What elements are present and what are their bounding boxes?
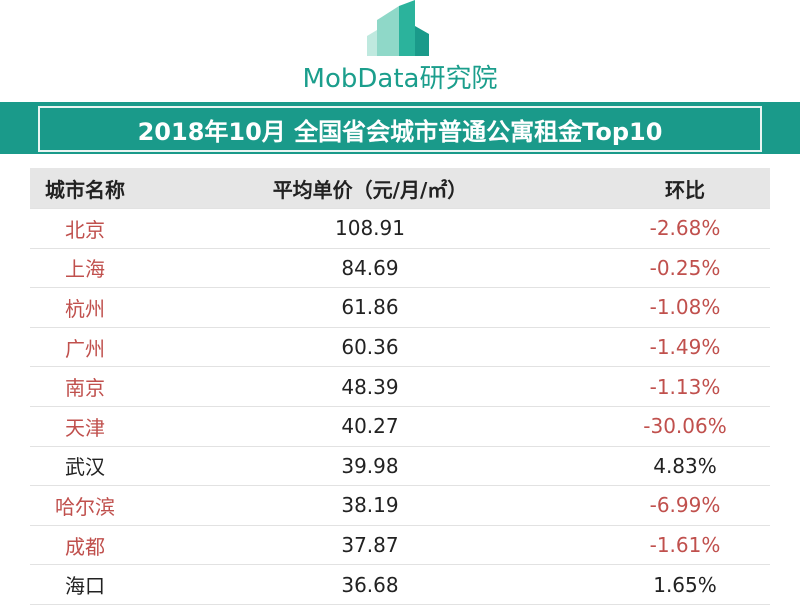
column-header: 平均单价（元/月/㎡）: [272, 177, 468, 202]
city-cell: 广州: [65, 336, 105, 361]
table-row: 北京 108.91 -2.68%: [30, 209, 770, 249]
change-cell: -2.68%: [649, 216, 721, 241]
city-cell: 哈尔滨: [55, 494, 115, 519]
table-row: 哈尔滨 38.19 -6.99%: [30, 486, 770, 526]
city-cell: 杭州: [65, 296, 105, 321]
change-cell: -1.61%: [649, 533, 721, 558]
city-cell: 南京: [65, 376, 105, 401]
price-cell: 48.39: [341, 374, 399, 399]
price-cell: 108.91: [335, 216, 405, 241]
change-cell: -1.49%: [649, 335, 721, 360]
table-row: 广州 60.36 -1.49%: [30, 328, 770, 368]
header-row: 城市名称 平均单价（元/月/㎡） 环比: [30, 168, 770, 209]
change-cell: -0.25%: [649, 255, 721, 280]
city-cell: 上海: [65, 257, 105, 282]
city-cell: 武汉: [65, 455, 105, 480]
price-cell: 40.27: [341, 414, 399, 439]
column-header: 城市名称: [45, 177, 125, 202]
table-row: 南京 48.39 -1.13%: [30, 367, 770, 407]
change-cell: -1.13%: [649, 374, 721, 399]
logo-text: MobData研究院: [302, 64, 498, 94]
table-row: 武汉 39.98 4.83%: [30, 447, 770, 487]
city-cell: 海口: [65, 574, 105, 599]
table: 城市名称 平均单价（元/月/㎡） 环比 北京 108.91 -2.68% 上海 84.6…: [30, 168, 770, 605]
table-row: 天津 40.27 -30.06%: [30, 407, 770, 447]
price-cell: 39.98: [341, 453, 399, 478]
city-cell: 天津: [65, 415, 105, 440]
logo-icon: [367, 0, 429, 56]
title: 2018年10月 全国省会城市普通公寓租金Top10: [38, 106, 762, 152]
change-cell: -6.99%: [649, 493, 721, 518]
table-row: 上海 84.69 -0.25%: [30, 249, 770, 289]
city-cell: 北京: [65, 217, 105, 242]
table-row: 成都 37.87 -1.61%: [30, 526, 770, 566]
table-row: 海口 36.68 1.65%: [30, 565, 770, 605]
price-cell: 37.87: [341, 533, 399, 558]
city-cell: 成都: [65, 534, 105, 559]
price-cell: 38.19: [341, 493, 399, 518]
change-cell: -1.08%: [649, 295, 721, 320]
price-cell: 36.68: [341, 572, 399, 597]
column-header: 环比: [665, 177, 705, 202]
title-band: [0, 102, 800, 154]
price-cell: 60.36: [341, 335, 399, 360]
change-cell: 1.65%: [653, 572, 717, 597]
change-cell: 4.83%: [653, 453, 717, 478]
table-row: 杭州 61.86 -1.08%: [30, 288, 770, 328]
price-cell: 61.86: [341, 295, 399, 320]
change-cell: -30.06%: [643, 414, 727, 439]
price-cell: 84.69: [341, 255, 399, 280]
